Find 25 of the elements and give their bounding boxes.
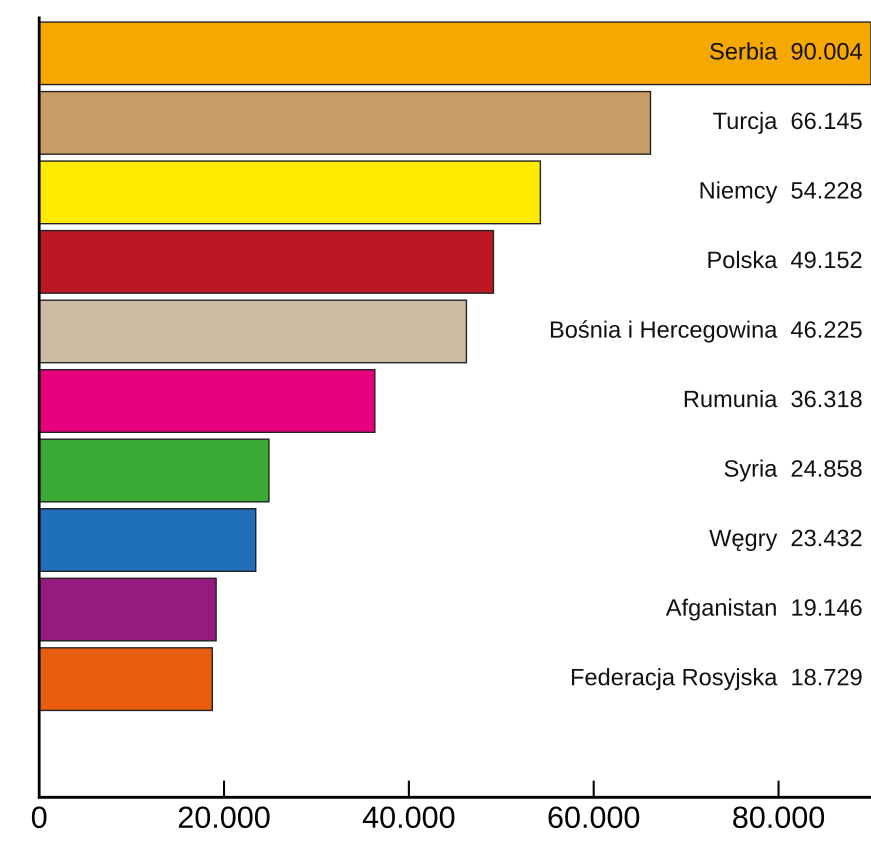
bar: [39, 21, 871, 86]
category-label: Polska 49.152: [708, 250, 862, 268]
category-label: Rumunia 36.318: [684, 390, 862, 408]
bar: [39, 90, 652, 155]
x-tick-label: 80.000: [733, 806, 824, 828]
bar: [39, 578, 217, 642]
x-tick-label: 20.000: [178, 806, 270, 828]
bar: [39, 230, 494, 294]
bar: [39, 299, 468, 364]
category-label: Federacja Rosyjska 18.729: [572, 668, 862, 690]
category-label: Węgry 23.432: [709, 530, 862, 552]
category-label: Bośnia i Hercegowina 46.225: [550, 320, 862, 343]
x-tick-label: 40.000: [362, 806, 454, 828]
bar: [39, 368, 376, 433]
bar: [39, 508, 256, 572]
bar: [39, 160, 542, 224]
category-label: Niemcy 54.228: [700, 181, 862, 204]
category-label: Syria 24.858: [724, 459, 862, 482]
category-label: Turcja 66.145: [713, 112, 862, 134]
category-label: Serbia 90.004: [710, 42, 862, 60]
x-tick-label: 0: [32, 806, 46, 828]
bar: [39, 438, 270, 502]
bar: [39, 647, 213, 712]
x-tick-label: 60.000: [548, 806, 640, 828]
category-label: Afganistan 19.146: [666, 598, 862, 621]
